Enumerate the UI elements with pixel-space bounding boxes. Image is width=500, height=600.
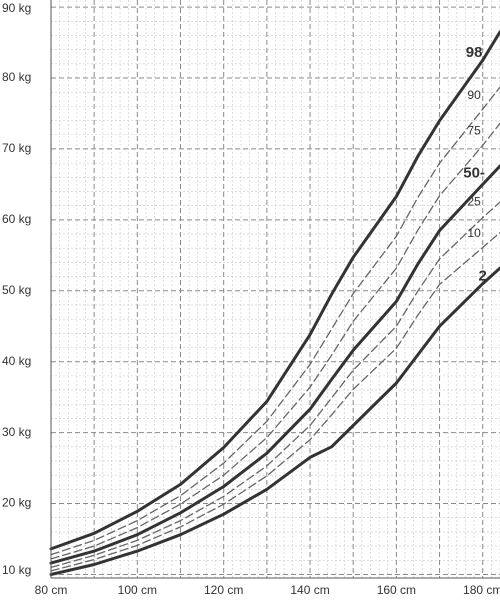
percentile-50-line: [49, 164, 500, 565]
y-tick-label: 60 kg: [2, 212, 31, 226]
minor-grid: [51, 0, 500, 578]
percentile-2-line: [49, 266, 500, 576]
percentile-98-line: [49, 30, 500, 551]
x-tick-label: 160 cm: [377, 583, 416, 597]
x-tick-label: 100 cm: [118, 583, 157, 597]
percentile-75-line: [50, 122, 500, 560]
x-tick-label: 80 cm: [35, 583, 68, 597]
x-axis-tick-labels: 80 cm 100 cm 120 cm 140 cm 160 cm 180 cm: [35, 583, 500, 597]
y-tick-label: 70 kg: [2, 141, 31, 155]
y-tick-label: 20 kg: [2, 496, 31, 510]
percentile-curves: [49, 30, 500, 576]
percentile-label: 25: [467, 194, 481, 208]
y-tick-label: 50 kg: [2, 283, 31, 297]
x-tick-label: 180 cm: [463, 583, 500, 597]
percentile-label: 98: [466, 44, 483, 61]
percentile-25-line: [50, 201, 500, 569]
percentile-label: 90: [467, 88, 481, 102]
percentile-label: 2: [479, 268, 487, 285]
percentile-label: 75: [467, 123, 481, 137]
x-tick-label: 140 cm: [290, 583, 329, 597]
x-tick-label: 120 cm: [204, 583, 243, 597]
y-tick-label: 10 kg: [2, 563, 31, 577]
major-grid: [50, 0, 500, 578]
y-tick-label: 80 kg: [2, 70, 31, 84]
percentile-label: 10: [467, 226, 481, 240]
y-tick-label: 30 kg: [2, 425, 31, 439]
percentile-90-line: [50, 86, 500, 556]
y-tick-label: 90 kg: [2, 1, 31, 15]
percentile-label: 50-: [463, 165, 485, 182]
y-axis-tick-labels: 10 kg 20 kg 30 kg 40 kg 50 kg 60 kg 70 kg 80 kg…: [2, 1, 31, 577]
y-tick-label: 40 kg: [2, 354, 31, 368]
percentile-10-line: [50, 231, 500, 572]
percentile-labels: 98 90 75 50- 25 10 2: [463, 44, 487, 284]
